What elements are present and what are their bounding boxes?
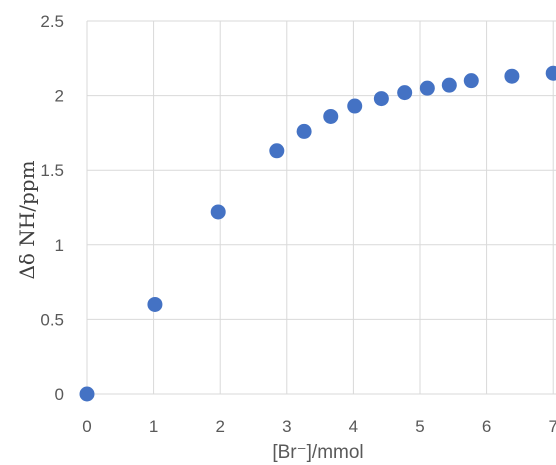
x-tick-label: 0	[82, 417, 91, 436]
data-points	[80, 66, 556, 402]
x-tick-label: 7	[548, 417, 556, 436]
x-axis-ticks: 0 1 2 3 4 5 6 7	[82, 417, 556, 436]
data-point	[397, 85, 412, 100]
x-tick-label: 3	[282, 417, 291, 436]
y-axis-ticks: 0 0.5 1 1.5 2 2.5	[40, 12, 64, 404]
y-tick-label: 0.5	[40, 310, 64, 329]
y-axis-label: Δδ NH/ppm	[15, 160, 39, 279]
y-tick-label: 0	[55, 385, 64, 404]
data-point	[147, 297, 162, 312]
data-point	[420, 81, 435, 96]
data-point	[211, 204, 226, 219]
data-point	[442, 78, 457, 93]
data-point	[297, 124, 312, 139]
data-point	[504, 69, 519, 84]
grid-lines	[87, 21, 556, 394]
x-tick-label: 1	[149, 417, 158, 436]
x-tick-label: 4	[349, 417, 358, 436]
data-point	[80, 387, 95, 402]
data-point	[374, 91, 389, 106]
y-tick-label: 2	[55, 87, 64, 106]
x-axis-label: [Br⁻]/mmol	[272, 442, 363, 463]
y-tick-label: 2.5	[40, 12, 64, 31]
y-tick-label: 1	[55, 236, 64, 255]
y-tick-label: 1.5	[40, 161, 64, 180]
data-point	[269, 143, 284, 158]
x-tick-label: 2	[215, 417, 224, 436]
x-tick-label: 5	[415, 417, 424, 436]
x-tick-label: 6	[482, 417, 491, 436]
data-point	[347, 99, 362, 114]
data-point	[323, 109, 338, 124]
data-point	[464, 73, 479, 88]
data-point	[546, 66, 556, 81]
